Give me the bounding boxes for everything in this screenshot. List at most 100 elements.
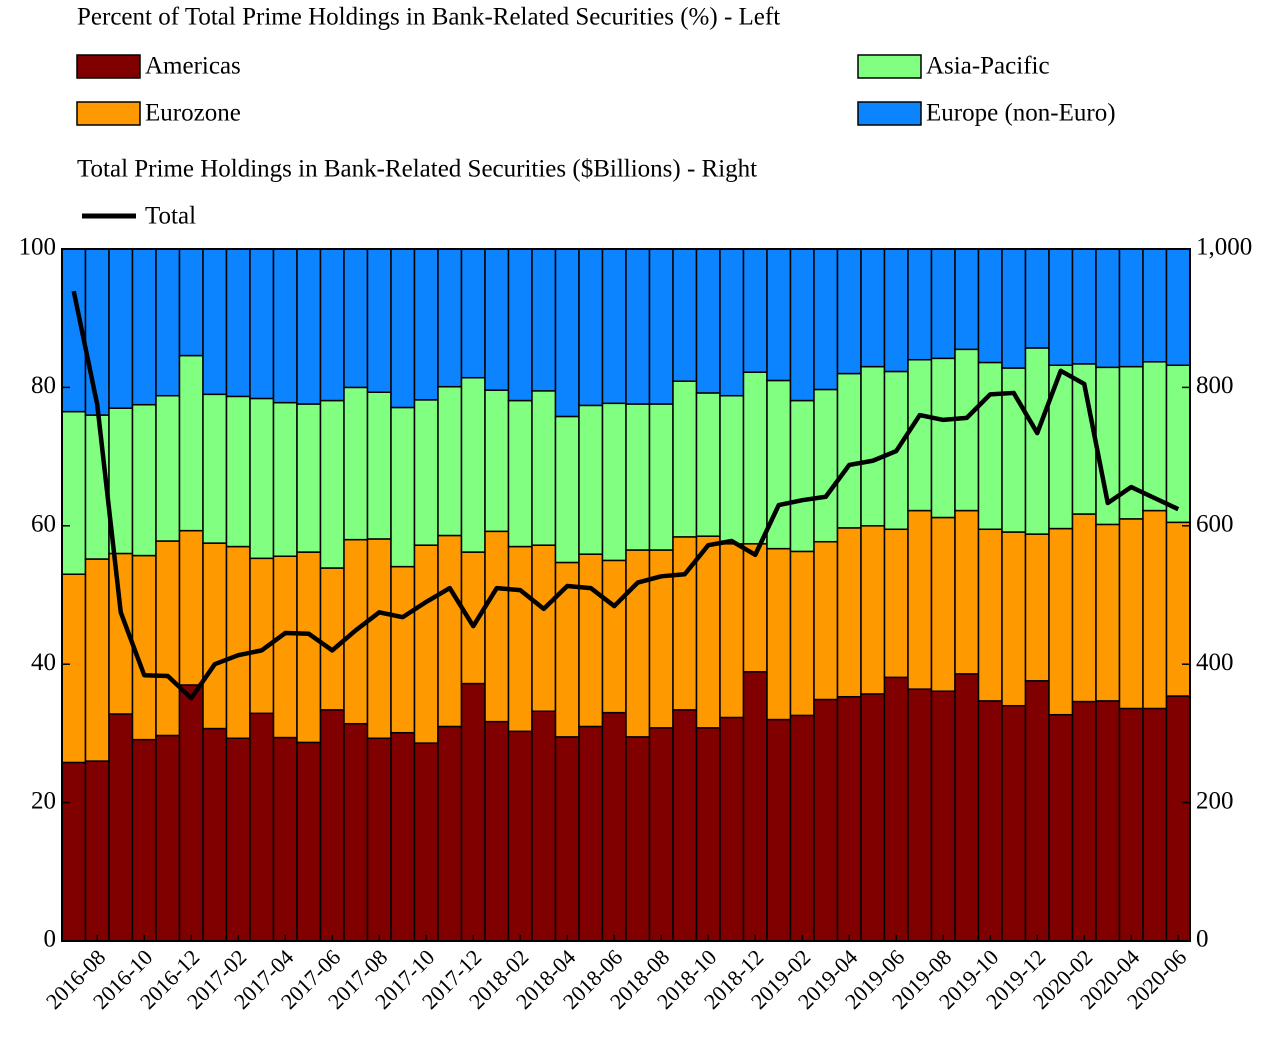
bar-segment	[930, 248, 956, 360]
bar-segment	[648, 403, 674, 551]
bar-segment	[742, 543, 768, 673]
bar-segment	[366, 391, 392, 540]
bar-segment	[719, 716, 745, 942]
bar-segment	[766, 718, 792, 942]
bar-segment	[178, 354, 204, 532]
bar-segment	[225, 737, 251, 942]
bar-segment	[789, 399, 815, 553]
y-tick-label: 40	[31, 649, 56, 676]
bar-segment	[1165, 364, 1191, 524]
legend-label: Europe (non-Euro)	[926, 100, 1116, 127]
bar-segment	[954, 509, 980, 675]
bar-segment	[860, 693, 886, 942]
bar-segment	[930, 357, 956, 519]
y2-tick-label: 1,000	[1196, 234, 1252, 261]
bar-segment	[766, 547, 792, 721]
bar-segment	[672, 380, 698, 538]
bar-segment	[108, 713, 134, 942]
bar-segment	[1024, 533, 1050, 682]
bar-segment	[648, 248, 674, 405]
bar-segment	[695, 248, 721, 394]
bar-segment	[1118, 518, 1144, 710]
y2-tick-label: 200	[1196, 787, 1234, 814]
bar-segment	[789, 714, 815, 942]
bar-segment	[437, 248, 463, 388]
bar-segment	[860, 248, 886, 368]
bar-segment	[1071, 513, 1097, 703]
bar-segment	[84, 558, 110, 762]
bar-segment	[977, 700, 1003, 942]
bar-segment	[836, 372, 862, 529]
bar-segment	[202, 248, 228, 396]
bar-segment	[695, 535, 721, 729]
bar-segment	[907, 358, 933, 512]
bar-segment	[1118, 365, 1144, 520]
bar-segment	[507, 730, 533, 942]
bar-segment	[366, 538, 392, 739]
bar-segment	[1095, 248, 1121, 369]
bar-segment	[1142, 509, 1168, 710]
bar-segment	[883, 528, 909, 679]
bar-segment	[131, 403, 157, 557]
bar-segment	[719, 248, 745, 397]
legend-swatch	[857, 54, 922, 79]
legend-swatch	[857, 101, 922, 126]
bar-segment	[601, 711, 627, 942]
bar-segment	[390, 731, 416, 942]
bar-segment	[1165, 248, 1191, 367]
bar-segment	[554, 736, 580, 942]
bar-segment	[437, 534, 463, 728]
bar-segment	[954, 248, 980, 351]
bar-segment	[789, 550, 815, 717]
total-line	[71, 290, 1180, 701]
bar-segment	[1142, 248, 1168, 363]
bar-segment	[272, 555, 298, 739]
bar-segment	[437, 385, 463, 537]
bar-segment	[225, 248, 251, 398]
bar-segment	[390, 248, 416, 409]
bar-segment	[202, 542, 228, 730]
bar-segment	[225, 545, 251, 739]
bar-segment	[202, 393, 228, 544]
y-tick-label: 60	[31, 511, 56, 538]
bar-segment	[531, 248, 557, 392]
legend-label: Asia-Pacific	[926, 53, 1050, 80]
bar-segment	[742, 248, 768, 373]
legend-title-right: Total Prime Holdings in Bank-Related Sec…	[77, 156, 757, 183]
bar-segment	[578, 404, 604, 555]
bar-segment	[84, 760, 110, 942]
bar-segment	[296, 741, 322, 942]
bar-segment	[1001, 248, 1027, 369]
bar-segment	[578, 725, 604, 942]
bar-segment	[742, 671, 768, 942]
bar-segment	[437, 725, 463, 942]
legend-swatch	[76, 54, 141, 79]
bar-segment	[883, 248, 909, 373]
bar-segment	[507, 399, 533, 548]
bar-segment	[625, 248, 651, 405]
bar-segment	[202, 727, 228, 942]
legend-label: Total	[145, 203, 196, 230]
bar-segment	[1048, 527, 1074, 716]
bar-segment	[554, 248, 580, 418]
bar-segment	[131, 738, 157, 942]
bar-segment	[155, 734, 181, 942]
y-tick-label: 80	[31, 372, 56, 399]
bar-segment	[484, 248, 510, 391]
bar-segment	[61, 573, 87, 764]
bar-segment	[1165, 521, 1191, 697]
bar-segment	[296, 551, 322, 744]
bar-segment	[1001, 531, 1027, 707]
bar-segment	[672, 248, 698, 382]
bar-segment	[460, 376, 486, 553]
bar-segment	[977, 248, 1003, 364]
bar-segment	[249, 712, 275, 942]
bar-segment	[178, 684, 204, 942]
bar-segment	[249, 557, 275, 715]
bar-segment	[319, 399, 345, 569]
bar-segment	[413, 742, 439, 942]
bar-segment	[1071, 700, 1097, 942]
bar-segment	[907, 248, 933, 361]
bar-segment	[836, 695, 862, 942]
